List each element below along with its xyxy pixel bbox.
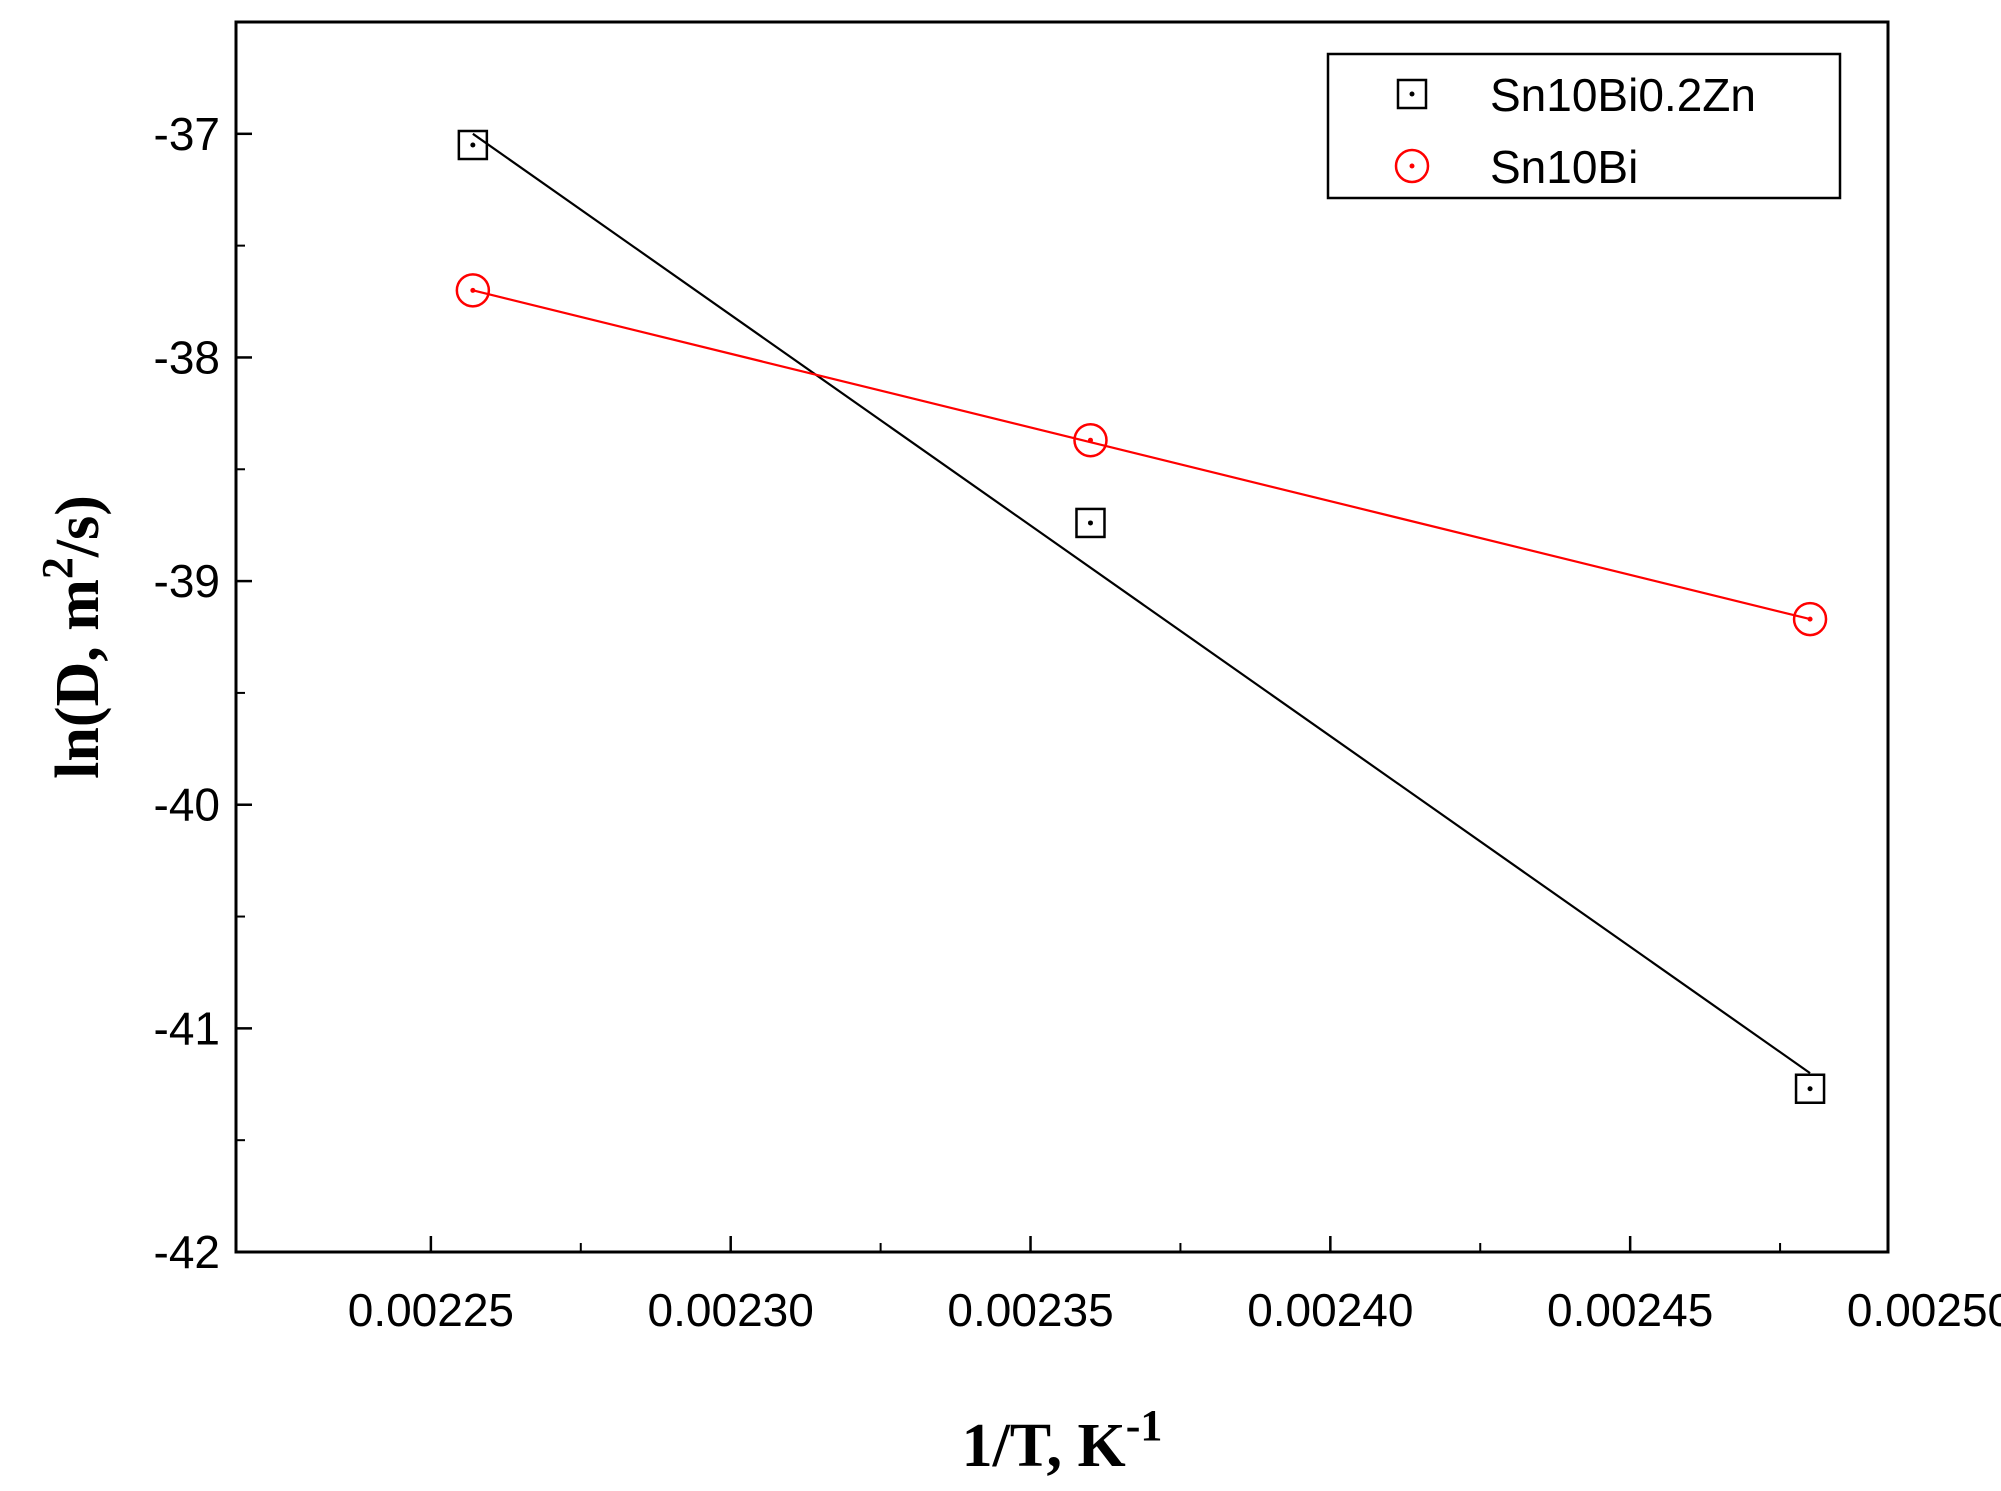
legend: Sn10Bi0.2Zn Sn10Bi xyxy=(1326,52,1842,200)
data-markers xyxy=(455,129,1828,1104)
x-axis-title-base: 1/T, K xyxy=(962,1412,1126,1480)
legend-label-series-2: Sn10Bi xyxy=(1490,141,1638,193)
fit-lines xyxy=(472,132,1811,1074)
y-tick-label: -38 xyxy=(154,331,220,383)
fit-line-series-2 xyxy=(472,289,1811,621)
data-point-square xyxy=(1075,507,1106,539)
plot-frame xyxy=(234,20,1890,1254)
data-point-circle xyxy=(1073,422,1108,458)
y-axis-title-pre: ln(D, m xyxy=(44,579,112,779)
fit-line-series-1 xyxy=(472,132,1811,1074)
legend-box xyxy=(1326,52,1842,200)
x-tick-label: 0.00240 xyxy=(1247,1284,1413,1336)
legend-marker-square xyxy=(1396,78,1428,110)
x-tick-label: 0.00235 xyxy=(947,1284,1113,1336)
legend-marker-circle xyxy=(1394,148,1430,184)
data-point-center-dot xyxy=(1807,616,1813,622)
x-tick-label: 0.00230 xyxy=(648,1284,814,1336)
data-point-circle xyxy=(455,273,491,308)
axis-ticks: 0.00225 0.00230 0.00235 0.00240 0.00245 0.002… xyxy=(154,21,2001,1336)
data-point-circle xyxy=(1792,601,1828,637)
legend-marker-circle-dot xyxy=(1409,163,1415,169)
data-point-center-dot xyxy=(1087,520,1093,526)
x-tick-label: 0.00250 xyxy=(1847,1284,2001,1336)
data-point-center-dot xyxy=(470,287,476,293)
data-point-center-dot xyxy=(1087,437,1093,443)
data-point-center-dot xyxy=(470,142,476,148)
y-axis-title-sup: 2 xyxy=(33,557,82,579)
legend-label-series-1: Sn10Bi0.2Zn xyxy=(1490,69,1756,121)
y-axis-title: ln(D, m2/s) xyxy=(33,495,112,779)
y-tick-label: -41 xyxy=(154,1002,220,1054)
data-point-square xyxy=(1794,1073,1826,1104)
x-tick-label: 0.00245 xyxy=(1547,1284,1713,1336)
data-point-square xyxy=(457,129,489,161)
x-tick-label: 0.00225 xyxy=(348,1284,514,1336)
y-tick-label: -37 xyxy=(154,108,220,160)
x-axis-title: 1/T, K-1 xyxy=(962,1401,1163,1480)
legend-marker-square-dot xyxy=(1409,91,1415,97)
x-axis-title-sup: -1 xyxy=(1126,1401,1163,1450)
y-tick-label: -42 xyxy=(154,1226,220,1278)
y-tick-label: -40 xyxy=(154,779,220,831)
y-tick-label: -39 xyxy=(154,555,220,607)
y-axis-title-post: /s) xyxy=(44,495,112,558)
data-point-center-dot xyxy=(1807,1086,1813,1092)
